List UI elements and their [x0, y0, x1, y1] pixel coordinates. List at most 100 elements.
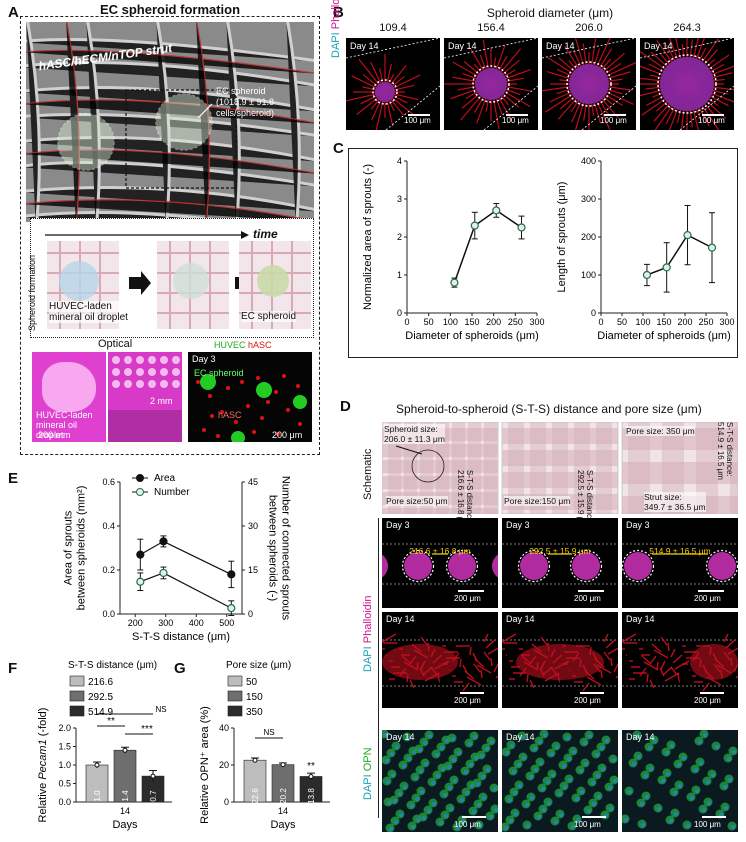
- opn-day-label: Day 14: [386, 732, 415, 742]
- legend-label: 514.9: [88, 707, 113, 718]
- bar-value-label: 0.7: [149, 790, 158, 802]
- fluo-day: Day 3: [192, 354, 216, 364]
- optical-droplet-label-2: mineral oil droplet: [36, 420, 78, 440]
- x-tick-label: 50: [617, 317, 627, 327]
- scale-bar: [408, 114, 430, 116]
- y-tick-label: 0.2: [102, 565, 115, 575]
- scale-bar: [506, 114, 528, 116]
- day3-image: Day 3 514.9 ± 16.5 μm 200 μm: [622, 518, 738, 608]
- scaffold-image: hASC/hECM/nTOP strut EC spheroid (1018.9…: [26, 22, 314, 222]
- x-tick-label: 0: [404, 317, 409, 327]
- day14-art: [502, 633, 618, 692]
- side-phalloidin: Phalloidin: [330, 0, 342, 30]
- y-tick-label: 0.0: [102, 609, 115, 619]
- sch1-size-label: Spheroid size:: [384, 424, 438, 434]
- legend-marker: [136, 488, 144, 496]
- optical-side-view: [108, 410, 182, 442]
- side-dapi: DAPI: [330, 32, 342, 58]
- spheroid-diameter-label: 264.3: [673, 22, 701, 34]
- legend-label: 216.6: [88, 677, 113, 688]
- optical-photo-1: HUVEC-laden mineral oil droplet 200 mm: [32, 352, 106, 442]
- panel-e-letter: E: [8, 470, 19, 487]
- x-tick-label: 400: [189, 618, 204, 628]
- spheroid-image: Day 14 100 μm: [640, 38, 734, 130]
- droplet-label: HUVEC-laden: [49, 301, 112, 312]
- y-axis-label: Normalized area of sprouts (-): [362, 164, 374, 310]
- sch1-size-value: 206.0 ± 11.3 μm: [384, 434, 445, 444]
- spheroid-art: [542, 38, 636, 130]
- y-tick-label: 0.6: [102, 477, 115, 487]
- bar-value-label: 1.0: [93, 790, 102, 802]
- x-tick-label: 14: [278, 806, 288, 816]
- x-axis-label: Diameter of spheroids (μm): [405, 330, 539, 342]
- scale-bar: [580, 692, 604, 694]
- spheroid-image: Day 14 100 μm: [542, 38, 636, 130]
- legend-swatch: [227, 690, 243, 702]
- y-tick-label: 0.5: [58, 779, 71, 789]
- data-point: [642, 270, 652, 280]
- optical-droplet-label: HUVEC-laden: [36, 410, 93, 420]
- spheroid-art: [640, 38, 734, 130]
- x-tick-label: 100: [635, 317, 650, 327]
- y-axis-label: Area of sproutsbetween spheroids (mm²): [62, 486, 87, 611]
- scale-label: 200 μm: [454, 696, 481, 705]
- fluorescence-image: Day 3 EC spheroid hASC 200 μm: [188, 352, 312, 442]
- y-tick-label: 1.0: [58, 760, 71, 770]
- x-tick-label: 250: [698, 317, 713, 327]
- legend-marker: [136, 474, 144, 482]
- spheroid-day-label: Day 14: [448, 41, 477, 51]
- x-tick-label: 100: [443, 317, 458, 327]
- y-axis-label: Relative Pecam1 (-fold): [37, 708, 49, 823]
- step-2: [157, 241, 229, 329]
- y-tick-label: 2: [397, 232, 402, 242]
- y-axis-label: Relative OPN⁺ area (%): [199, 706, 211, 824]
- day14-image: Day 14 200 μm: [382, 612, 498, 708]
- y2-tick-label: 30: [248, 521, 258, 531]
- day3-image: Day 3 292.5 ± 15.9 μm 200 μm: [502, 518, 618, 608]
- time-label: time: [253, 227, 278, 241]
- spheroid-scale-label: 100 μm: [600, 116, 627, 125]
- y-tick-label: 4: [397, 156, 402, 166]
- spheroid-art: [346, 38, 440, 130]
- sts-distance-label: 216.6 ± 16.8 μm: [409, 546, 471, 556]
- x-tick-label: 200: [677, 317, 692, 327]
- day3-art: [382, 543, 498, 585]
- day14-label: Day 14: [386, 614, 415, 624]
- data-point: [136, 550, 145, 559]
- chart-c-1: 0 100 200 300 400 0 50 100 150 200 250 300 Diameter …: [556, 156, 735, 342]
- y-tick-label: 1: [397, 270, 402, 280]
- bar-value-label: 20.2: [279, 788, 288, 804]
- data-point: [517, 223, 526, 232]
- data-point: [122, 747, 128, 753]
- scale-label: 100 μm: [694, 820, 721, 829]
- panel-c-charts: 0 1 2 3 4 0 50 100 150 200 250 300 Diameter of spher…: [362, 156, 735, 342]
- day14-image: Day 14 200 μm: [502, 612, 618, 708]
- x-axis-label: S-T-S distance (μm): [132, 631, 230, 643]
- scaffold-fibers: [26, 22, 314, 222]
- x-tick-label: 200: [486, 317, 501, 327]
- bar-value-label: 22.6: [251, 788, 260, 804]
- sch3-sts-value: 514.9 ± 16.5 μm: [716, 422, 725, 480]
- panel-d-divider: [378, 518, 379, 818]
- sch3-sts: S-T-S distance: 514.9 ± 16.5 μm: [716, 422, 734, 480]
- legend-swatch: [227, 705, 243, 717]
- day14-label: Day 14: [626, 614, 655, 624]
- day14-art: [382, 633, 498, 692]
- data-point: [159, 568, 168, 578]
- sig-label: NS: [155, 705, 166, 714]
- x-axis-label: Diameter of spheroids (μm): [597, 330, 731, 342]
- scale-bar: [582, 816, 606, 818]
- panel-c-frame: 0 1 2 3 4 0 50 100 150 200 250 300 Diameter of spher…: [348, 148, 738, 358]
- spheroid-scale-label: 100 μm: [404, 116, 431, 125]
- spheroid-diameter-label: 156.4: [477, 22, 505, 34]
- bar-value-label: 13.8: [307, 788, 316, 804]
- y2-axis-label: Number of connected sproutsbetween spher…: [266, 476, 291, 621]
- optical-photo-2: 2 mm: [108, 352, 182, 442]
- spheroid-image: Day 14 100 μm: [346, 38, 440, 130]
- droplet-annotation: HUVEC-laden mineral oil droplet: [49, 301, 128, 323]
- spheroid-day-label: Day 14: [644, 41, 673, 51]
- fluo-hasc-label: hASC: [218, 410, 242, 420]
- data-point: [252, 757, 258, 763]
- x-tick-label: 200: [128, 618, 143, 628]
- x-axis-label: Days: [112, 819, 138, 831]
